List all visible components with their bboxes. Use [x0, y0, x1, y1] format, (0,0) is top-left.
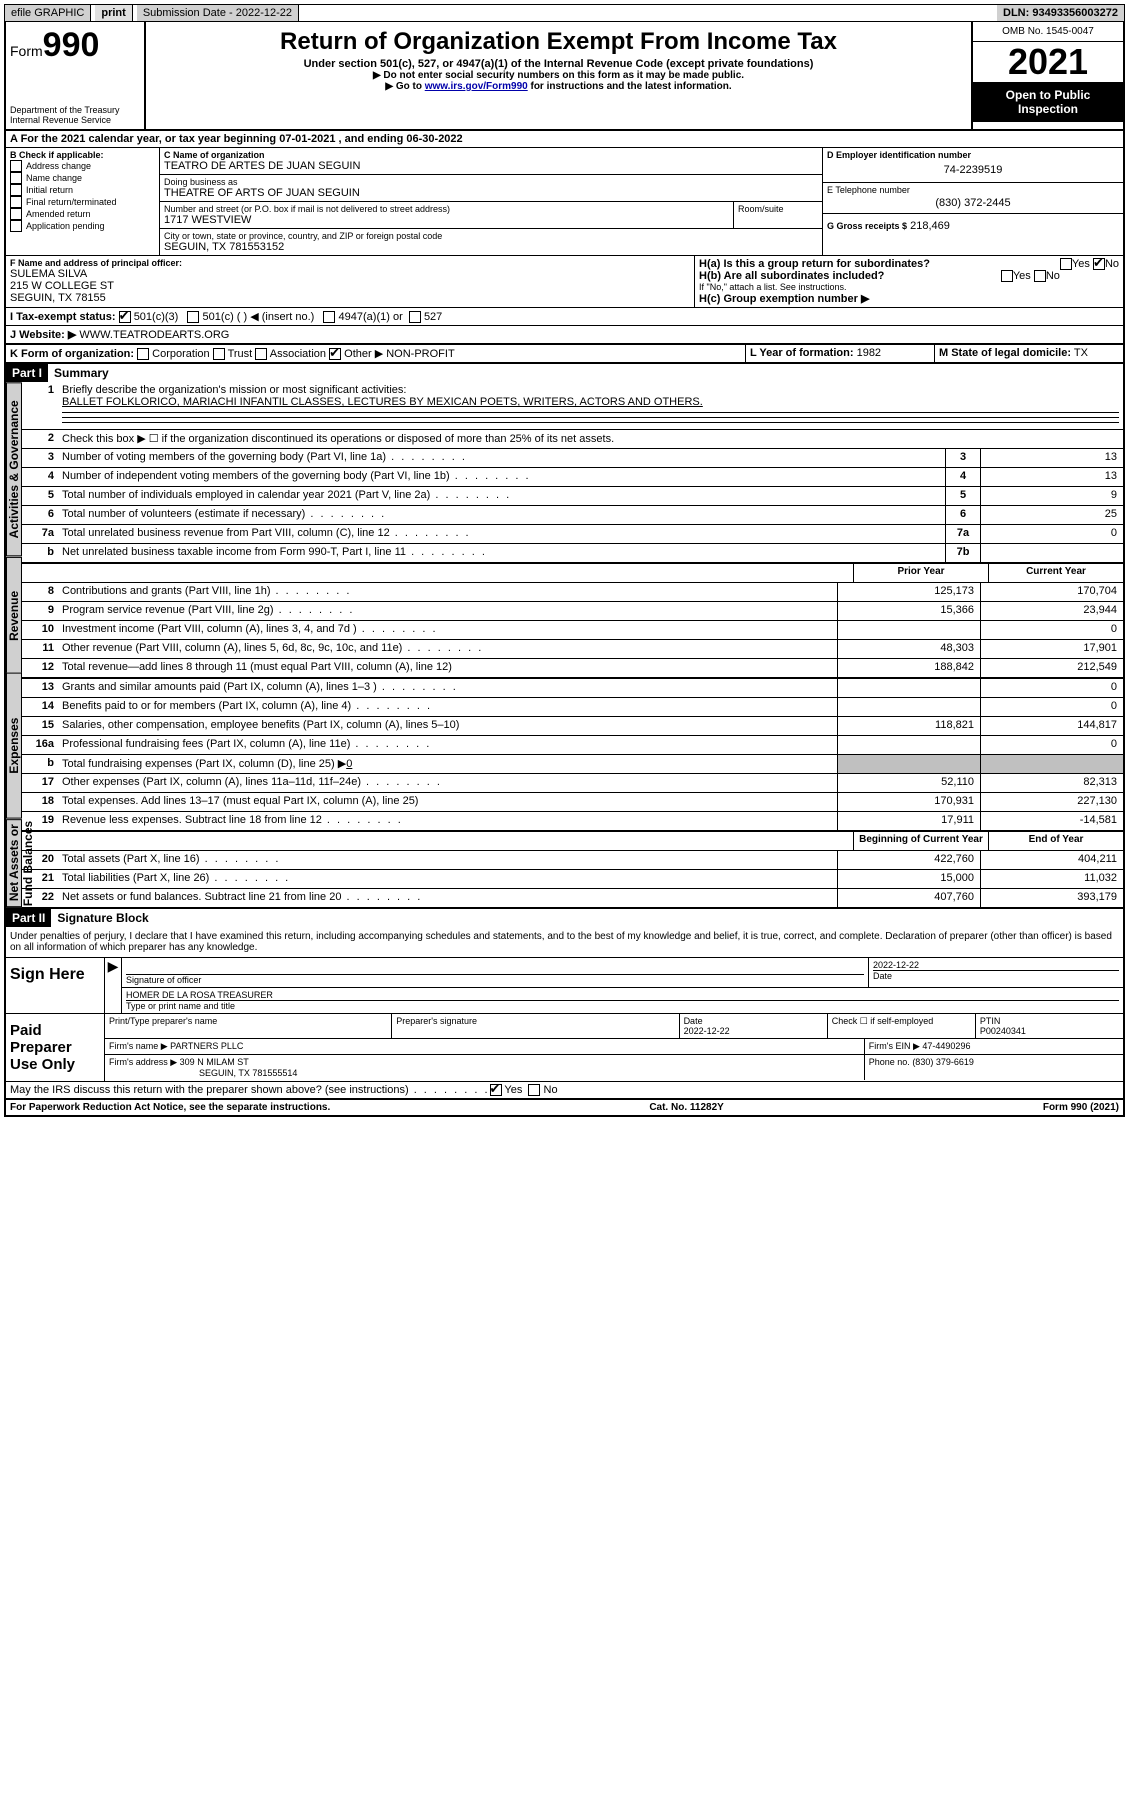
dept-label: Department of the Treasury	[10, 105, 140, 115]
officer-name: SULEMA SILVA	[10, 268, 690, 280]
mission: BALLET FOLKLORICO, MARIACHI INFANTIL CLA…	[62, 396, 703, 408]
summary-block: Activities & Governance Revenue Expenses…	[4, 382, 1125, 909]
arrow-icon: ▶	[105, 958, 122, 1013]
gross-receipts: 218,469	[910, 220, 950, 232]
city-state-zip: SEGUIN, TX 781553152	[164, 241, 818, 253]
cb-501c3[interactable]	[119, 311, 131, 323]
v5: 9	[980, 487, 1123, 505]
sign-here-label: Sign Here	[6, 958, 105, 1013]
cb-4947[interactable]	[323, 311, 335, 323]
line-klm: K Form of organization: Corporation Trus…	[4, 345, 1125, 364]
cb-527[interactable]	[409, 311, 421, 323]
cb-corp[interactable]	[137, 348, 149, 360]
note-ssn: ▶ Do not enter social security numbers o…	[154, 70, 963, 81]
part2-title: Signature Block	[51, 909, 154, 927]
firm-ein: 47-4490296	[922, 1041, 970, 1051]
firm-name: PARTNERS PLLC	[170, 1041, 243, 1051]
page-footer: For Paperwork Reduction Act Notice, see …	[4, 1100, 1125, 1117]
omb-label: OMB No. 1545-0047	[973, 22, 1123, 42]
tab-revenue: Revenue	[6, 557, 22, 674]
irs-link[interactable]: www.irs.gov/Form990	[425, 81, 528, 92]
tab-expenses: Expenses	[6, 673, 22, 819]
cb-discuss-yes[interactable]	[490, 1084, 502, 1096]
box-b: B Check if applicable: Address change Na…	[6, 148, 160, 255]
v4: 13	[980, 468, 1123, 486]
firm-phone: (830) 379-6619	[912, 1057, 974, 1067]
cb-501c[interactable]	[187, 311, 199, 323]
perjury-statement: Under penalties of perjury, I declare th…	[6, 927, 1123, 958]
signature-block: Under penalties of perjury, I declare th…	[4, 927, 1125, 1100]
cb-address-change[interactable]	[10, 160, 22, 172]
box-deg: D Employer identification number 74-2239…	[823, 148, 1123, 255]
dba-name: THEATRE OF ARTS OF JUAN SEGUIN	[164, 187, 818, 199]
print-button[interactable]: print	[95, 5, 132, 21]
line-j: J Website: ▶ WWW.TEATRODEARTS.ORG	[4, 326, 1125, 345]
v3: 13	[980, 449, 1123, 467]
cb-group-no[interactable]	[1093, 258, 1105, 270]
line-i: I Tax-exempt status: 501(c)(3) 501(c) ( …	[4, 308, 1125, 326]
street: 1717 WESTVIEW	[164, 214, 729, 226]
cb-assoc[interactable]	[255, 348, 267, 360]
v7b	[980, 544, 1123, 562]
form-subtitle: Under section 501(c), 527, or 4947(a)(1)…	[154, 58, 963, 70]
efile-label: efile GRAPHIC	[5, 5, 91, 21]
phone: (830) 372-2445	[827, 195, 1119, 211]
part1-header: Part I	[6, 364, 48, 382]
ptin: P00240341	[980, 1026, 1026, 1036]
officer-block: F Name and address of principal officer:…	[4, 256, 1125, 308]
cb-discuss-no[interactable]	[528, 1084, 540, 1096]
org-name: TEATRO DE ARTES DE JUAN SEGUIN	[164, 160, 818, 172]
paid-preparer-label: Paid Preparer Use Only	[6, 1014, 105, 1081]
tab-governance: Activities & Governance	[6, 382, 22, 556]
identity-block: B Check if applicable: Address change Na…	[4, 148, 1125, 256]
year-formation: 1982	[857, 347, 881, 359]
top-toolbar: efile GRAPHIC print Submission Date - 20…	[4, 4, 1125, 22]
part2-header: Part II	[6, 909, 51, 927]
open-public-badge: Open to Public Inspection	[973, 82, 1123, 122]
cb-initial-return[interactable]	[10, 184, 22, 196]
sig-date: 2022-12-22	[873, 960, 1119, 970]
officer-name-title: HOMER DE LA ROSA TREASURER	[126, 990, 1119, 1000]
submission-date: Submission Date - 2022-12-22	[137, 5, 299, 21]
form-title: Return of Organization Exempt From Incom…	[154, 28, 963, 56]
state-domicile: TX	[1074, 347, 1088, 359]
tax-year: 2021	[973, 42, 1123, 82]
cb-sub-no[interactable]	[1034, 270, 1046, 282]
v6: 25	[980, 506, 1123, 524]
form-header: Form990 Department of the Treasury Inter…	[4, 22, 1125, 131]
note-goto: ▶ Go to www.irs.gov/Form990 for instruct…	[154, 81, 963, 92]
cb-app-pending[interactable]	[10, 220, 22, 232]
ein: 74-2239519	[827, 160, 1119, 180]
box-c: C Name of organization TEATRO DE ARTES D…	[160, 148, 823, 255]
line-a: A For the 2021 calendar year, or tax yea…	[4, 131, 1125, 148]
cb-trust[interactable]	[213, 348, 225, 360]
form-number: Form990	[10, 26, 140, 65]
tab-net-assets: Net Assets or Fund Balances	[6, 819, 22, 907]
part1-title: Summary	[48, 364, 115, 382]
firm-addr: 309 N MILAM ST	[180, 1057, 249, 1067]
cb-other[interactable]	[329, 348, 341, 360]
cb-group-yes[interactable]	[1060, 258, 1072, 270]
cb-name-change[interactable]	[10, 172, 22, 184]
dln-label: DLN: 93493356003272	[997, 5, 1124, 21]
cb-sub-yes[interactable]	[1001, 270, 1013, 282]
cb-amended[interactable]	[10, 208, 22, 220]
website: WWW.TEATRODEARTS.ORG	[79, 329, 229, 341]
cb-final-return[interactable]	[10, 196, 22, 208]
v7a: 0	[980, 525, 1123, 543]
irs-label: Internal Revenue Service	[10, 115, 140, 125]
